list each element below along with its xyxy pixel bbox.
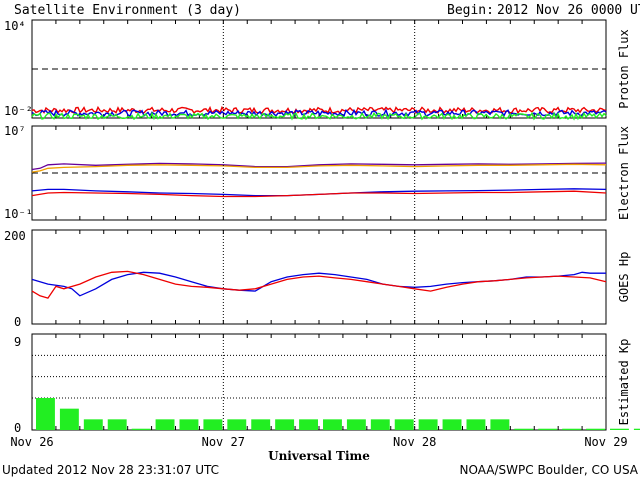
kp-bar (610, 428, 629, 430)
proton-series-red (31, 105, 606, 115)
kp-bar (131, 428, 151, 430)
proton-flux-panel: 10⁴ 10⁻² Proton Flux (4, 19, 631, 121)
xtick-nov-29: Nov 29 (584, 435, 627, 449)
xtick-nov-28: Nov 28 (393, 435, 436, 449)
footer-updated: Updated 2012 Nov 28 23:31:07 UTC (2, 463, 219, 477)
chart-title: Satellite Environment (3 day) (14, 3, 241, 18)
kp-gridlines (32, 333, 606, 399)
kp-bar (227, 419, 247, 430)
kp-minor-ticks (55, 334, 583, 430)
proton-flux-label: Proton Flux (617, 29, 631, 108)
kp-bar (538, 428, 558, 430)
electron-minor-ticks (55, 126, 583, 220)
kp-bar (490, 419, 510, 430)
proton-series-green (31, 111, 607, 121)
kp-bar (299, 419, 318, 430)
kp-bar (514, 428, 534, 430)
electron-ytick-top: 10⁷ (4, 124, 26, 138)
electron-series-red (31, 190, 607, 198)
kp-bar (586, 428, 605, 430)
goes-hp-minor-ticks (55, 230, 583, 324)
goes-hp-series-group (31, 270, 607, 299)
goes-hp-ytick-top: 200 (4, 229, 26, 243)
kp-bar (203, 419, 223, 430)
goes-hp-series-red (31, 270, 607, 299)
kp-bar (418, 419, 438, 430)
xtick-nov-26: Nov 26 (10, 435, 53, 449)
kp-bar (275, 419, 295, 430)
goes-hp-ytick-bottom: 0 (14, 315, 21, 329)
proton-flux-frame (31, 19, 607, 119)
electron-series-orange (31, 163, 607, 173)
electron-flux-frame (31, 125, 607, 221)
begin-value: 2012 Nov 26 0000 UTC (497, 3, 640, 18)
goes-hp-panel: 200 0 GOES Hp (4, 229, 631, 329)
kp-bar (251, 419, 271, 430)
kp-ytick-bottom: 0 (14, 421, 21, 435)
kp-bar (323, 419, 342, 430)
x-axis-label: Universal Time (268, 449, 370, 463)
proton-series-group (31, 105, 607, 121)
kp-bar (155, 419, 175, 430)
electron-flux-label: Electron Flux (617, 126, 631, 220)
proton-ytick-top: 10⁴ (4, 19, 26, 33)
footer-credit: NOAA/SWPC Boulder, CO USA (460, 463, 639, 477)
proton-ytick-bottom: 10⁻² (4, 104, 33, 118)
kp-bar (346, 419, 366, 430)
kp-bar (442, 419, 462, 430)
kp-bar (59, 408, 79, 430)
kp-bar (370, 419, 390, 430)
electron-flux-panel: 10⁷ 10⁻¹ Electron Flux (4, 124, 631, 221)
electron-ytick-bottom: 10⁻¹ (4, 207, 33, 221)
kp-panel: 9 0 Estimated Kp (14, 333, 640, 435)
kp-label: Estimated Kp (617, 339, 631, 426)
kp-bar (633, 428, 640, 430)
kp-ytick-top: 9 (14, 335, 21, 349)
kp-bar (466, 419, 486, 430)
kp-frame (31, 333, 607, 431)
kp-bar (394, 419, 414, 430)
kp-bar (179, 419, 199, 430)
xtick-nov-27: Nov 27 (202, 435, 245, 449)
kp-bars-group (36, 398, 640, 430)
day-divider-lines (222, 20, 416, 430)
goes-hp-label: GOES Hp (617, 252, 631, 303)
begin-label: Begin: (447, 3, 494, 18)
electron-series-purple (31, 162, 607, 171)
electron-series-group (31, 162, 607, 198)
kp-bar (562, 428, 582, 430)
kp-bar (83, 419, 103, 430)
kp-bar (107, 419, 127, 430)
kp-bar (36, 398, 55, 430)
